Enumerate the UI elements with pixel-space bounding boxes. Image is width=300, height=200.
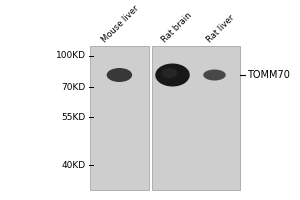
Text: 70KD: 70KD (61, 83, 86, 92)
Text: TOMM70: TOMM70 (248, 70, 290, 80)
Text: 55KD: 55KD (61, 112, 86, 121)
Ellipse shape (155, 64, 190, 86)
Ellipse shape (162, 68, 177, 78)
Text: Rat liver: Rat liver (205, 13, 236, 44)
Ellipse shape (203, 70, 226, 80)
Bar (90, 46, 148, 190)
Text: Mouse liver: Mouse liver (100, 3, 141, 44)
Text: 100KD: 100KD (56, 51, 86, 60)
Bar (152, 46, 240, 190)
Text: 40KD: 40KD (61, 160, 85, 170)
Ellipse shape (107, 68, 132, 82)
Text: Rat brain: Rat brain (160, 10, 194, 44)
